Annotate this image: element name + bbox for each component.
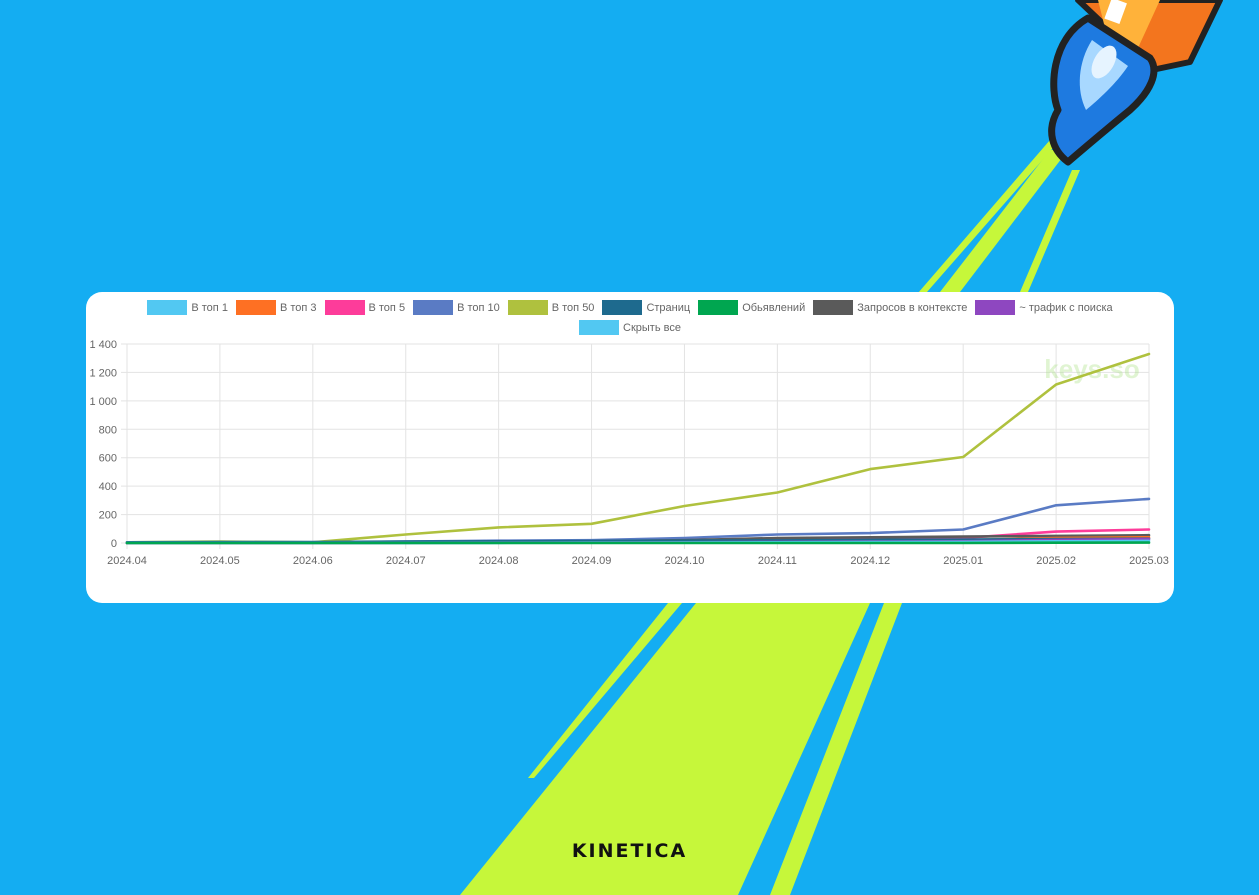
legend-swatch — [813, 300, 854, 315]
legend-swatch — [324, 300, 365, 315]
brand-logo: KINETICA — [571, 840, 688, 862]
legend-swatch — [235, 300, 276, 315]
legend-label: В топ 5 — [368, 301, 406, 314]
x-tick-label: 2024.04 — [107, 555, 147, 567]
legend-item-top50[interactable]: В топ 50 — [507, 300, 595, 315]
legend-label: Скрыть все — [623, 321, 681, 334]
y-tick-label: 1 000 — [89, 396, 117, 408]
legend-swatch — [413, 300, 454, 315]
legend-label: В топ 10 — [457, 301, 500, 314]
x-tick-label: 2024.10 — [665, 555, 705, 567]
legend-item-ads[interactable]: Обьявлений — [698, 300, 805, 315]
x-tick-label: 2024.06 — [293, 555, 333, 567]
legend-item-hide-all[interactable]: Скрыть все — [579, 320, 681, 335]
y-tick-label: 200 — [99, 510, 117, 522]
beam-streak — [770, 603, 902, 895]
y-tick-label: 1 200 — [89, 367, 117, 379]
beam-main — [460, 603, 870, 895]
legend-item-context-queries[interactable]: Запросов в контексте — [813, 300, 967, 315]
y-tick-label: 0 — [111, 538, 117, 550]
legend-label: В топ 1 — [191, 301, 228, 314]
legend-label: Запросов в контексте — [857, 301, 968, 314]
y-tick-label: 800 — [99, 424, 117, 436]
beam-streak — [1020, 170, 1080, 292]
legend-item-top3[interactable]: В топ 3 — [235, 300, 317, 315]
legend-label: Страниц — [646, 301, 691, 314]
legend-label: ~ трафик с поиска — [1019, 301, 1113, 314]
legend-item-top1[interactable]: В топ 1 — [147, 300, 228, 315]
legend-item-top5[interactable]: В топ 5 — [324, 300, 406, 315]
line-chart: keys.so 0 200 400 600 800 1 000 1 200 1 400 2024… — [89, 339, 1169, 567]
legend-swatch — [602, 300, 643, 315]
chart-card: В топ 1 В топ 3 В топ 5 В топ 10 В топ 5… — [86, 292, 1174, 603]
chart-legend: В топ 1 В топ 3 В топ 5 В топ 10 В топ 5… — [126, 300, 1134, 335]
x-tick-label: 2025.02 — [1036, 555, 1076, 567]
x-tick-label: 2024.09 — [572, 555, 612, 567]
x-tick-label: 2024.07 — [386, 555, 426, 567]
legend-swatch — [698, 300, 739, 315]
watermark-text: keys.so — [1044, 354, 1139, 384]
legend-swatch — [147, 300, 188, 315]
beam-streak — [528, 603, 682, 778]
y-tick-label: 400 — [99, 481, 117, 493]
beam-main — [940, 150, 1068, 292]
x-tick-label: 2025.03 — [1129, 555, 1169, 567]
y-tick-label: 600 — [99, 453, 117, 465]
y-tick-label: 1 400 — [89, 339, 117, 351]
x-tick-label: 2024.08 — [479, 555, 519, 567]
legend-swatch — [975, 300, 1016, 315]
legend-swatch — [579, 320, 620, 335]
legend-swatch — [507, 300, 548, 315]
legend-label: Обьявлений — [742, 301, 806, 314]
legend-item-top10[interactable]: В топ 10 — [413, 300, 500, 315]
x-tick-label: 2025.01 — [943, 555, 983, 567]
x-tick-label: 2024.11 — [758, 555, 797, 567]
legend-item-pages[interactable]: Страниц — [602, 300, 690, 315]
x-tick-label: 2024.12 — [850, 555, 890, 567]
rocket-icon — [1048, 0, 1223, 166]
legend-item-search-traffic[interactable]: ~ трафик с поиска — [975, 300, 1113, 315]
beam-streak — [912, 140, 1060, 300]
x-tick-label: 2024.05 — [200, 555, 240, 567]
legend-label: В топ 3 — [279, 301, 317, 314]
legend-label: В топ 50 — [551, 301, 595, 314]
series-line — [125, 352, 1151, 544]
